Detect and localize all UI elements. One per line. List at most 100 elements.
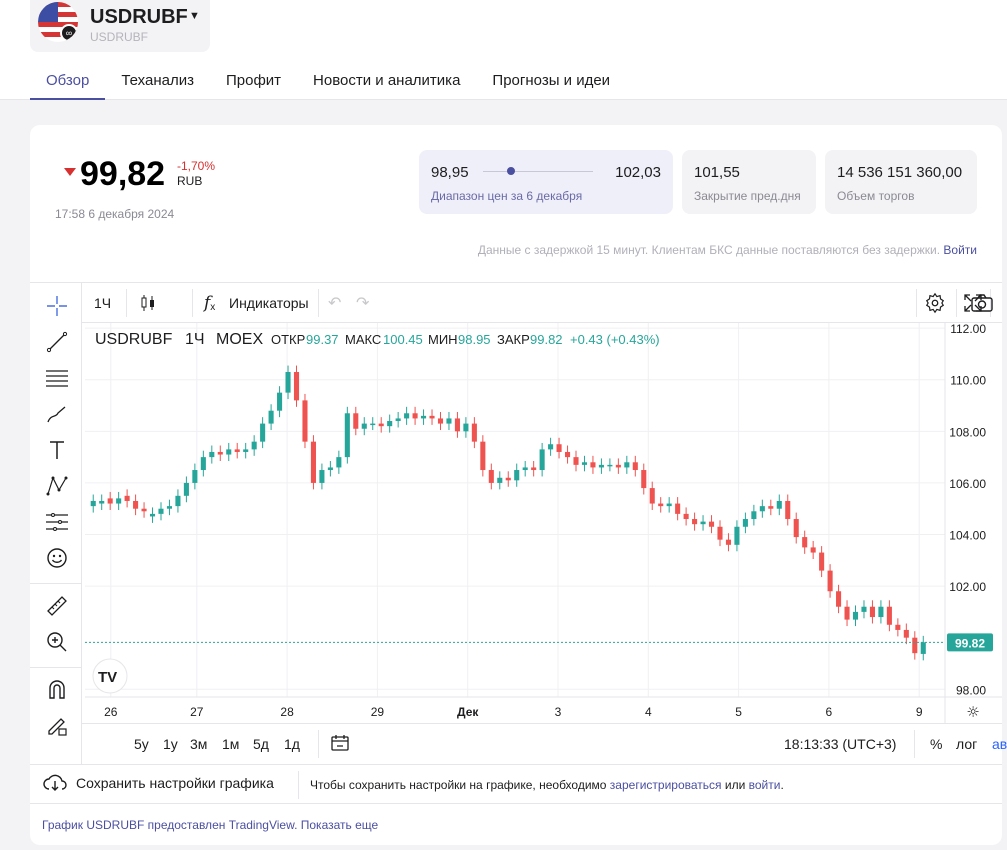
candle-body — [437, 418, 444, 424]
candle-body — [497, 477, 503, 483]
date-range-icon[interactable] — [330, 734, 350, 755]
tab-news[interactable]: Новости и аналитика — [313, 72, 461, 89]
tab-profit[interactable]: Профит — [225, 72, 282, 89]
candle-body — [463, 423, 469, 432]
y-tick-label: 108.00 — [949, 425, 986, 439]
show-more-link[interactable]: Показать еще — [300, 818, 379, 832]
price-chart[interactable]: 112.00 110.00 108.00 106.00 104.00 102.00 98.0… — [85, 323, 1002, 723]
camera-icon[interactable] — [970, 293, 994, 318]
period-5y[interactable]: 5у — [134, 736, 149, 752]
percent-toggle[interactable]: % — [930, 736, 943, 752]
candle-body — [869, 606, 875, 618]
candles-icon[interactable] — [138, 283, 158, 323]
period-1d[interactable]: 1д — [284, 736, 300, 752]
lock-drawing-icon[interactable] — [44, 713, 70, 739]
candle-body — [768, 506, 774, 509]
credit-text[interactable]: График USDRUBF предоставлен TradingView. — [42, 818, 298, 832]
range-high: 102,03 — [615, 164, 661, 181]
candle-body — [192, 470, 198, 483]
period-5d[interactable]: 5д — [253, 736, 269, 752]
chart-time: 18:13:33 (UTC+3) — [784, 736, 897, 752]
candle-body — [861, 606, 867, 612]
chart-legend: USDRUBF 1Ч MOEX ОТКР 99.37 МАКС 100.45 М… — [95, 331, 660, 348]
range-track — [483, 171, 593, 172]
candle-body — [725, 539, 732, 545]
undo-icon[interactable]: ↶ — [328, 295, 342, 312]
x-tick-label: 9 — [916, 705, 923, 719]
auto-toggle[interactable]: авто — [992, 736, 1007, 752]
legend-open-label: ОТКР — [271, 332, 305, 347]
fib-levels-icon[interactable] — [44, 365, 70, 391]
candle-body — [641, 470, 647, 489]
candle-body — [776, 500, 782, 509]
candle-body — [293, 372, 300, 401]
toolbar-divider-5 — [956, 289, 957, 317]
bottom-divider — [318, 730, 319, 758]
login-link-2[interactable]: войти — [748, 778, 781, 792]
ticker-selector[interactable]: ∞ USDRUBF ▼ USDRUBF — [30, 0, 210, 52]
delay-text: Данные с задержкой 15 минут. Клиентам БК… — [477, 243, 941, 257]
save-settings-button[interactable]: Сохранить настройки графика — [42, 773, 274, 793]
tab-tech-analysis[interactable]: Теханализ — [121, 72, 194, 89]
indicators-button[interactable]: Индикаторы — [229, 295, 309, 311]
toolbar-divider — [126, 289, 127, 317]
axis-settings-icon: ☼ — [966, 703, 979, 721]
candle-body — [285, 372, 291, 393]
legend-close-label: ЗАКР — [497, 332, 530, 347]
tab-overview[interactable]: Обзор — [30, 62, 106, 100]
trend-line-icon[interactable] — [44, 329, 70, 355]
pattern-icon[interactable] — [44, 473, 70, 499]
legend-low-value: 98.95 — [458, 332, 491, 347]
register-link[interactable]: зарегистрироваться — [609, 778, 722, 792]
interval-button[interactable]: 1Ч — [94, 295, 112, 311]
brush-icon[interactable] — [44, 401, 70, 427]
candle-body — [920, 642, 926, 654]
ruler-icon[interactable] — [44, 593, 70, 619]
cloud-download-icon — [43, 774, 67, 791]
period-1y[interactable]: 1у — [163, 736, 178, 752]
settings-icon[interactable] — [924, 283, 946, 323]
login-link[interactable]: Войти — [943, 243, 977, 257]
period-1m[interactable]: 1м — [222, 736, 240, 752]
candle-body — [353, 413, 359, 429]
candle-body — [336, 457, 342, 468]
tab-forecasts[interactable]: Прогнозы и идеи — [492, 72, 611, 89]
ticker-name[interactable]: USDRUBF — [90, 6, 188, 28]
price-axis: 112.00 110.00 108.00 106.00 104.00 102.00 98.0… — [944, 323, 986, 723]
candle-body — [183, 482, 189, 496]
candle-body — [99, 500, 105, 504]
quote-timestamp: 17:58 6 декабря 2024 — [55, 207, 175, 221]
chevron-down-icon[interactable]: ▼ — [189, 10, 200, 22]
magnet-icon[interactable] — [44, 677, 70, 703]
emoji-icon[interactable] — [44, 545, 70, 571]
crosshair-icon[interactable] — [44, 293, 70, 319]
save-hint-text: Чтобы сохранить настройки на графике, не… — [310, 778, 607, 792]
forecast-icon[interactable] — [44, 509, 70, 535]
candle-body — [514, 470, 520, 481]
candle-body — [344, 413, 350, 458]
candle-body — [209, 451, 215, 458]
candle-body — [124, 495, 130, 501]
save-hint-or: или — [724, 778, 746, 792]
svg-text:TV: TV — [98, 669, 117, 686]
top-bar: ∞ USDRUBF ▼ USDRUBF Обзор Теханализ Проф… — [0, 0, 1007, 100]
current-price: 99,82 — [80, 155, 166, 193]
candle-body — [251, 441, 257, 450]
y-tick-label: 106.00 — [949, 477, 986, 491]
log-toggle[interactable]: лог — [956, 736, 978, 752]
y-tick-label: 104.00 — [949, 529, 986, 543]
candle-body — [658, 503, 664, 507]
save-hint: Чтобы сохранить настройки на графике, не… — [310, 778, 784, 792]
period-3m[interactable]: 3м — [190, 736, 208, 752]
currency-label: RUB — [177, 174, 203, 188]
last-price-tag: 99.82 — [947, 633, 993, 652]
redo-icon[interactable]: ↷ — [356, 295, 370, 312]
candle-body — [903, 629, 909, 638]
prev-close-label: Закрытие пред.дня — [694, 189, 801, 203]
zoom-icon[interactable] — [44, 629, 70, 655]
candle-body — [480, 441, 486, 471]
candle-body — [878, 606, 884, 618]
candle-body — [666, 503, 672, 507]
text-tool-icon[interactable] — [44, 437, 70, 463]
